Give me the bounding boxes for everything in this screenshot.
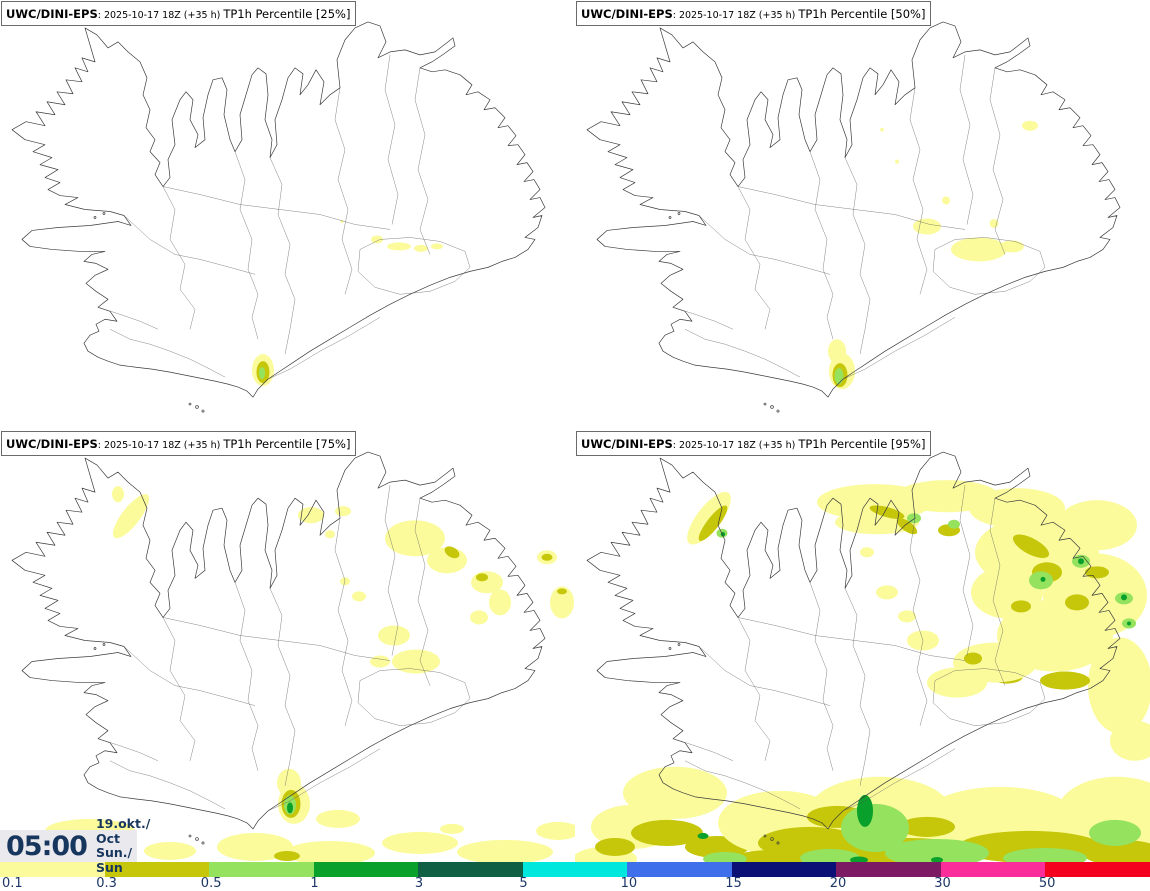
panel-percentile-75: UWC/DINI-EPS: 2025-10-17 18Z (+35 h) TP1h… — [0, 430, 575, 862]
panel-title-75: UWC/DINI-EPS: 2025-10-17 18Z (+35 h) TP1h… — [1, 431, 357, 456]
colorbar-label: 3 — [414, 876, 424, 891]
colorbar-label: 15 — [725, 876, 742, 891]
model-name: UWC/DINI-EPS — [6, 7, 98, 21]
colorbar-segment — [1045, 862, 1150, 877]
colorbar-label: 0.3 — [96, 876, 117, 891]
iceland-map-95 — [575, 446, 1150, 862]
panel-percentile-25: UWC/DINI-EPS: 2025-10-17 18Z (+35 h) TP1h… — [0, 0, 575, 430]
colorbar-label: 0.1 — [2, 876, 23, 891]
iceland-map-25 — [11, 16, 546, 413]
parameter-label: TP1h Percentile [50%] — [798, 7, 926, 21]
valid-time: 05:00 — [6, 830, 88, 862]
colorbar-label: 1 — [310, 876, 319, 891]
colorbar-segment — [940, 862, 1046, 877]
iceland-map-50 — [586, 16, 1121, 413]
colorbar-segment — [522, 862, 628, 877]
panel-title-95: UWC/DINI-EPS: 2025-10-17 18Z (+35 h) TP1h… — [576, 431, 932, 456]
model-name: UWC/DINI-EPS — [581, 437, 673, 451]
valid-time-box: 05:00 19.okt./ Oct Sun./ Sun — [0, 816, 150, 874]
model-name: UWC/DINI-EPS — [6, 437, 98, 451]
colorbar-segment — [836, 862, 941, 877]
run-info: : 2025-10-17 18Z (+35 h) — [97, 10, 221, 21]
parameter-label: TP1h Percentile [25%] — [223, 7, 351, 21]
valid-date-line2: Sun./ Sun — [95, 845, 133, 875]
colorbar-label: 5 — [519, 876, 528, 891]
run-info: : 2025-10-17 18Z (+35 h) — [672, 440, 796, 451]
panel-title-25: UWC/DINI-EPS: 2025-10-17 18Z (+35 h) TP1h… — [1, 1, 357, 26]
parameter-label: TP1h Percentile [75%] — [223, 437, 351, 451]
colorbar-labels: 0.1 0.3 0.5 1 3 5 10 15 20 30 50 — [0, 876, 1150, 891]
panel-percentile-95: UWC/DINI-EPS: 2025-10-17 18Z (+35 h) TP1h… — [575, 430, 1150, 862]
colorbar-label: 10 — [620, 876, 638, 891]
panel-percentile-50: UWC/DINI-EPS: 2025-10-17 18Z (+35 h) TP1h… — [575, 0, 1150, 430]
valid-date-line1: 19.okt./ Oct — [95, 816, 151, 846]
colorbar-segment — [731, 862, 837, 877]
valid-date: 19.okt./ Oct Sun./ Sun — [95, 816, 151, 875]
colorbar-label: 30 — [934, 876, 951, 891]
colorbar-label: 50 — [1038, 876, 1056, 891]
panel-title-50: UWC/DINI-EPS: 2025-10-17 18Z (+35 h) TP1h… — [576, 1, 932, 26]
colorbar-label: 0.5 — [200, 876, 222, 891]
colorbar-segment — [418, 862, 523, 877]
parameter-label: TP1h Percentile [95%] — [798, 437, 926, 451]
colorbar-label: 20 — [829, 876, 847, 891]
colorbar — [0, 862, 1150, 877]
colorbar-segment — [209, 862, 314, 877]
run-info: : 2025-10-17 18Z (+35 h) — [97, 440, 221, 451]
iceland-map-75 — [11, 446, 575, 862]
colorbar-segment — [104, 862, 210, 877]
colorbar-segment — [0, 862, 105, 877]
model-name: UWC/DINI-EPS — [581, 7, 673, 21]
colorbar-segment — [313, 862, 419, 877]
run-info: : 2025-10-17 18Z (+35 h) — [672, 10, 796, 21]
colorbar-segment — [627, 862, 732, 877]
